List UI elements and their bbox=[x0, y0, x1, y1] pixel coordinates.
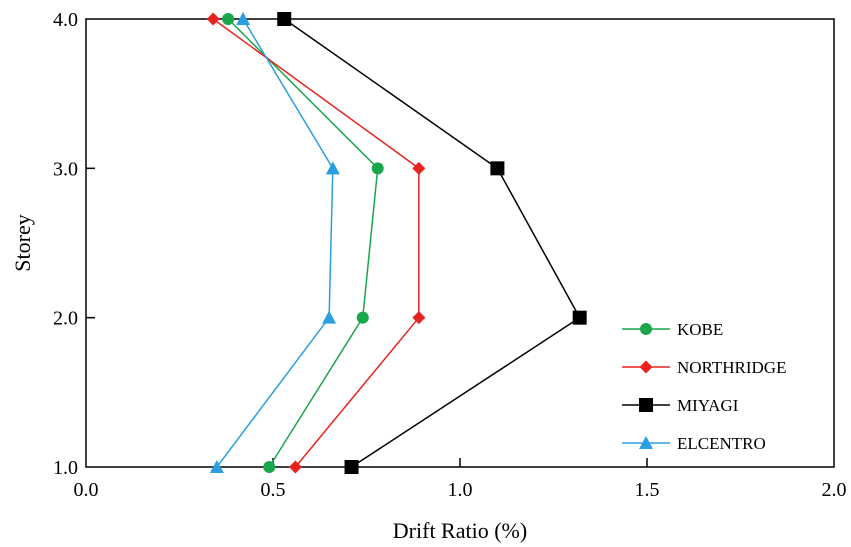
legend-marker-northridge bbox=[639, 360, 653, 374]
data-point-miyagi bbox=[277, 12, 292, 26]
series-northridge bbox=[206, 12, 426, 474]
series-line-elcentro bbox=[216, 18, 334, 468]
series-kobe bbox=[222, 13, 384, 473]
series-line-northridge bbox=[212, 18, 420, 468]
legend-marker-kobe bbox=[640, 323, 652, 335]
data-point-elcentro bbox=[236, 12, 251, 25]
series-elcentro bbox=[209, 12, 340, 473]
data-point-miyagi bbox=[572, 310, 587, 325]
x-tick-label: 2.0 bbox=[822, 479, 847, 501]
data-point-kobe bbox=[263, 461, 276, 473]
series-line-kobe bbox=[227, 18, 379, 468]
data-point-kobe bbox=[222, 13, 235, 25]
legend-marker-miyagi bbox=[639, 398, 653, 412]
x-tick-label: 1.0 bbox=[448, 479, 473, 501]
x-tick-labels: 0.0 0.5 1.0 1.5 2.0 bbox=[74, 479, 847, 501]
data-point-miyagi bbox=[490, 161, 505, 176]
legend-item-elcentro: ELCENTRO bbox=[622, 434, 766, 453]
x-tick-label: 0.5 bbox=[261, 479, 286, 501]
data-point-northridge bbox=[206, 12, 220, 26]
data-point-kobe bbox=[356, 311, 369, 324]
series-layer bbox=[206, 12, 587, 474]
legend-label: KOBE bbox=[677, 320, 723, 339]
x-axis-title: Drift Ratio (%) bbox=[393, 518, 527, 543]
legend-item-kobe: KOBE bbox=[622, 320, 723, 339]
y-tick-label: 2.0 bbox=[53, 308, 78, 330]
y-axis-title: Storey bbox=[10, 214, 35, 271]
data-point-elcentro bbox=[325, 161, 340, 175]
x-tick-label: 1.5 bbox=[635, 479, 660, 501]
y-tick-label: 4.0 bbox=[53, 9, 78, 31]
legend-marker-elcentro bbox=[639, 436, 653, 449]
x-tick-label: 0.0 bbox=[74, 479, 99, 501]
data-point-kobe bbox=[371, 162, 384, 175]
legend-item-northridge: NORTHRIDGE bbox=[622, 358, 786, 377]
data-point-elcentro bbox=[322, 310, 337, 324]
axis-ticks bbox=[86, 167, 648, 467]
legend: KOBE NORTHRIDGE MIYAGI ELCENTRO bbox=[622, 320, 786, 453]
legend-label: NORTHRIDGE bbox=[677, 358, 786, 377]
data-point-miyagi bbox=[344, 460, 359, 474]
y-tick-label: 3.0 bbox=[53, 158, 78, 180]
legend-label: ELCENTRO bbox=[677, 434, 766, 453]
legend-label: MIYAGI bbox=[677, 396, 739, 415]
legend-item-miyagi: MIYAGI bbox=[622, 396, 739, 415]
series-line-miyagi bbox=[283, 18, 581, 468]
series-miyagi bbox=[277, 12, 587, 474]
y-tick-label: 1.0 bbox=[53, 457, 78, 479]
data-point-northridge bbox=[412, 161, 426, 175]
y-tick-labels: 1.0 2.0 3.0 4.0 bbox=[53, 9, 78, 479]
data-point-northridge bbox=[412, 311, 426, 325]
data-point-northridge bbox=[288, 460, 302, 474]
data-point-elcentro bbox=[209, 460, 224, 473]
